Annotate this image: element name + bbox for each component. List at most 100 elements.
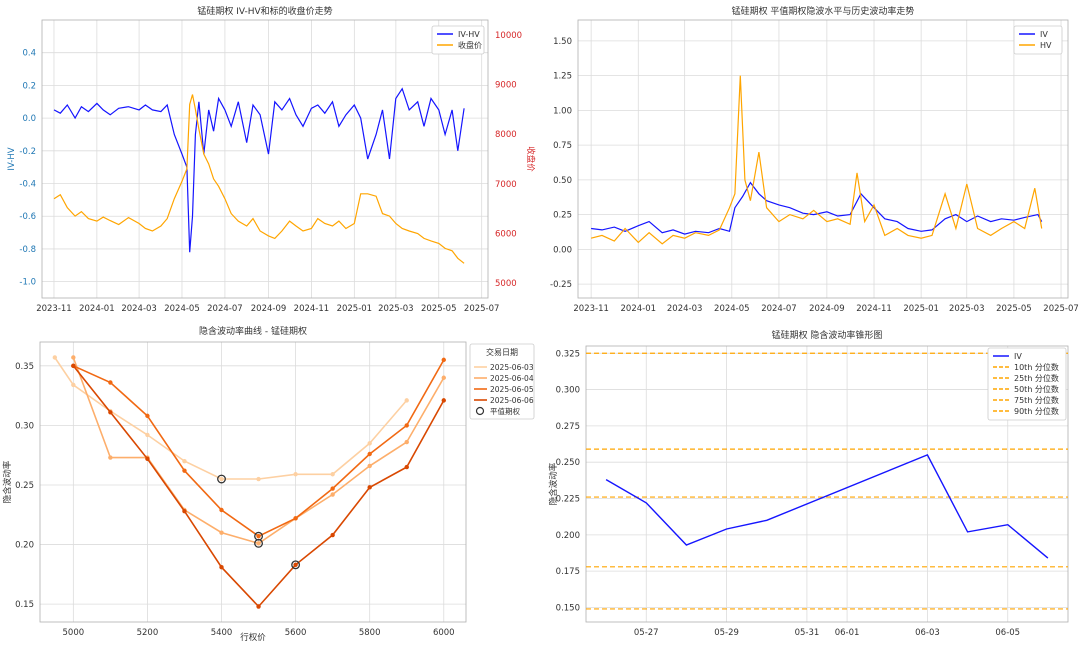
y-tick-label: 0.2 xyxy=(22,81,36,91)
x-tick-label: 2024-05 xyxy=(164,304,200,314)
atm-marker xyxy=(254,531,264,541)
x-tick-label: 2024-03 xyxy=(121,304,157,314)
plot-frame xyxy=(585,345,1069,623)
x-tick-label: 06-03 xyxy=(915,628,940,638)
x-tick-label: 05-31 xyxy=(795,628,820,638)
y-tick-label: -0.4 xyxy=(19,180,36,190)
legend-label: 90th 分位数 xyxy=(1014,406,1059,416)
legend-label: IV xyxy=(1014,352,1022,361)
x-tick-label: 2024-07 xyxy=(761,304,797,314)
y-tick-label: 0.15 xyxy=(15,600,34,610)
x-axis-label: 行权价 xyxy=(240,632,266,643)
data-point-2025-06-06 xyxy=(145,456,150,461)
y-tick-label: 0.4 xyxy=(22,49,36,59)
y-tick-label: 0.175 xyxy=(556,567,580,577)
y-tick-label: 0.30 xyxy=(15,421,34,431)
y-tick-label: 9000 xyxy=(495,81,517,91)
legend-label: 10th 分位数 xyxy=(1014,362,1059,372)
legend-box xyxy=(1013,25,1063,55)
y-tick-label: 1.00 xyxy=(553,106,572,116)
y-tick-label: 0.50 xyxy=(553,176,572,186)
y-tick-label: 8000 xyxy=(495,130,517,140)
y-tick-label: 0.275 xyxy=(556,422,580,432)
x-tick-label: 5600 xyxy=(285,628,307,638)
data-point-2025-06-06 xyxy=(441,398,446,403)
y-axis-label: 隐含波动率 xyxy=(548,462,559,505)
data-point-2025-06-03 xyxy=(293,472,298,477)
data-point-2025-06-05 xyxy=(441,357,446,363)
legend-label: 收盘价 xyxy=(458,40,482,50)
data-point-2025-06-06 xyxy=(330,532,335,538)
x-tick-label: 05-29 xyxy=(714,628,739,638)
y-axis-label: 隐含波动率 xyxy=(2,460,13,503)
x-tick-label: 06-05 xyxy=(995,628,1020,638)
series-line-收盘价 xyxy=(53,94,465,264)
atm-marker xyxy=(291,560,301,570)
data-point-2025-06-05 xyxy=(108,380,113,385)
y-tick-label: 5000 xyxy=(495,279,517,289)
y-tick-label: -1.0 xyxy=(19,278,36,288)
data-point-2025-06-05 xyxy=(182,468,187,473)
y-tick-label: 0.225 xyxy=(556,495,580,505)
data-point-2025-06-04 xyxy=(367,463,372,469)
legend-label: 平值期权 xyxy=(490,406,520,416)
y-tick-label: 1.25 xyxy=(553,72,572,82)
data-point-2025-06-06 xyxy=(108,410,113,415)
y-tick-label: -0.8 xyxy=(19,245,36,255)
x-tick-label: 06-01 xyxy=(835,628,860,638)
y-tick-label: 0.325 xyxy=(556,349,580,359)
x-tick-label: 2024-07 xyxy=(207,304,243,314)
legend-label: 50th 分位数 xyxy=(1014,384,1059,394)
y-tick-label: 0.20 xyxy=(15,541,34,551)
plot-frame xyxy=(577,19,1069,299)
data-point-2025-06-05 xyxy=(367,451,372,457)
chart-title: 锰硅期权 隐含波动率锥形图 xyxy=(772,329,883,341)
y-tick-label: 0.75 xyxy=(553,141,572,151)
data-point-2025-06-04 xyxy=(404,439,409,445)
chart-iv-smile: 0.15 0.20 0.25 0.30 0.35 5000 5200 5400 5600 5800… xyxy=(2,325,535,643)
x-tick-label: 2025-03 xyxy=(949,304,985,314)
data-point-2025-06-06 xyxy=(367,485,372,490)
legend-label: 2025-06-03 xyxy=(490,363,534,372)
x-tick-label: 2025-01 xyxy=(337,304,373,314)
legend-marker xyxy=(475,406,485,416)
plot-frame xyxy=(41,19,489,299)
y-tick-label: 10000 xyxy=(495,31,522,41)
x-tick-label: 2024-11 xyxy=(856,304,892,314)
x-tick-label: 2023-11 xyxy=(36,304,72,314)
legend-label: HV xyxy=(1040,41,1052,50)
x-tick-label: 2024-09 xyxy=(251,304,287,314)
data-point-2025-06-05 xyxy=(219,507,224,513)
x-tick-label: 2025-07 xyxy=(1043,304,1079,314)
x-tick-label: 5200 xyxy=(137,628,159,638)
x-tick-label: 2024-01 xyxy=(79,304,115,314)
y-tick-label: 0.0 xyxy=(22,114,36,124)
data-point-2025-06-03 xyxy=(71,382,76,388)
data-point-2025-06-06 xyxy=(182,508,187,514)
legend-box xyxy=(987,347,1067,421)
data-point-2025-06-03 xyxy=(52,355,58,360)
y-tick-label: 0.25 xyxy=(553,211,572,221)
x-tick-label: 2024-09 xyxy=(809,304,845,314)
series-line-2025-06-03 xyxy=(54,357,408,480)
x-tick-label: 2025-03 xyxy=(378,304,414,314)
x-tick-label: 5000 xyxy=(63,628,85,638)
y-tick-label: 0.300 xyxy=(556,386,580,396)
legend-title: 交易日期 xyxy=(486,347,518,357)
y-tick-label: 1.50 xyxy=(553,37,572,47)
data-point-2025-06-05 xyxy=(293,516,298,521)
data-point-2025-06-03 xyxy=(219,476,224,482)
y-tick-label: 0.35 xyxy=(15,362,34,372)
chart-title: 隐含波动率曲线 - 锰硅期权 xyxy=(199,325,307,337)
legend-label: 2025-06-05 xyxy=(490,385,534,394)
legend-box xyxy=(431,25,485,55)
chart-title: 锰硅期权 IV-HV和标的收盘价走势 xyxy=(197,5,332,17)
series-line-2025-06-04 xyxy=(72,357,445,545)
series-line-IV xyxy=(591,181,1043,235)
data-point-2025-06-03 xyxy=(256,476,261,482)
x-tick-label: 2024-01 xyxy=(621,304,657,314)
plot-frame xyxy=(39,341,467,623)
chart-iv-hv-close-price: -1.0 -0.8 -0.6 -0.4 -0.2 0.0 0.2 0.4 5000 6000 700… xyxy=(7,5,536,314)
series-line-2025-06-06 xyxy=(72,365,445,608)
y-tick-label: 6000 xyxy=(495,229,517,239)
